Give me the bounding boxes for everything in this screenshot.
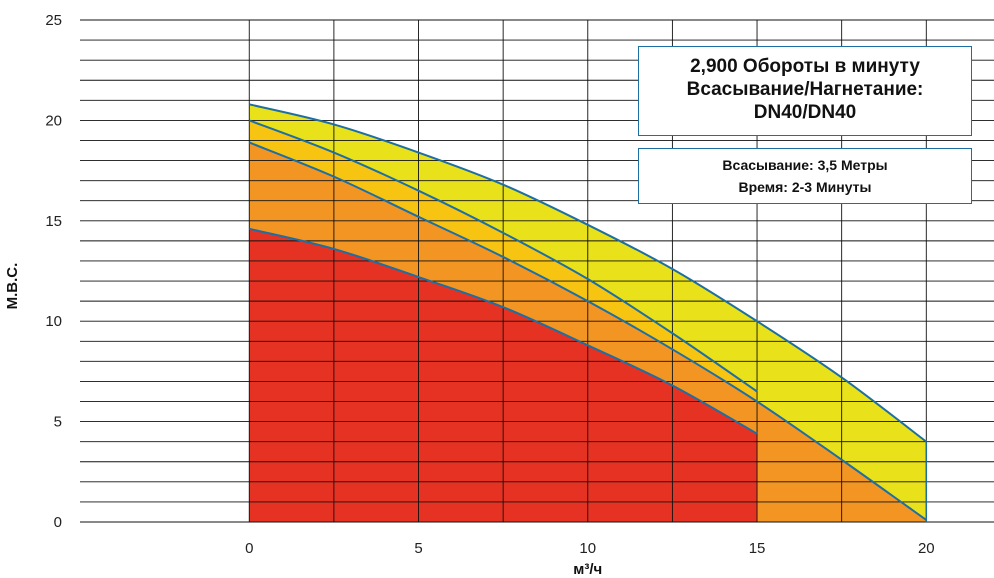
x-tick-label: 20 (918, 540, 935, 557)
y-tick-label: 5 (54, 414, 62, 431)
info-main-line-1: 2,900 Обороты в минуту (690, 56, 920, 77)
x-tick-label: 10 (579, 540, 596, 557)
performance-curve (249, 227, 758, 435)
curves (248, 103, 928, 522)
info-sub-line-1: Всасывание: 3,5 Метры (722, 157, 888, 173)
x-tick-label: 5 (414, 540, 422, 557)
info-box-main: 2,900 Обороты в минуту Всасывание/Нагнет… (638, 46, 972, 136)
info-box-sub: Всасывание: 3,5 Метры Время: 2-3 Минуты (638, 148, 972, 204)
y-axis-label: М.В.С. (4, 263, 21, 310)
grid (80, 19, 994, 523)
performance-curve (248, 119, 758, 393)
y-tick-label: 15 (45, 213, 62, 230)
tick-labels: 0 5 10 15 20 25 0 5 10 15 20 (45, 12, 934, 557)
info-main-line-3: DN40/DN40 (753, 102, 857, 123)
y-tick-label: 25 (45, 12, 62, 29)
y-tick-label: 20 (45, 112, 62, 129)
x-tick-label: 0 (245, 540, 253, 557)
info-main-line-2: Всасывание/Нагнетание: (686, 79, 924, 100)
performance-curve (249, 103, 927, 443)
info-sub-line-2: Время: 2-3 Минуты (738, 179, 872, 195)
y-tick-label: 10 (45, 313, 62, 330)
x-tick-label: 15 (749, 540, 766, 557)
x-axis-label: м³/ч (573, 561, 602, 578)
performance-curve (248, 141, 927, 521)
y-tick-label: 0 (54, 514, 62, 531)
